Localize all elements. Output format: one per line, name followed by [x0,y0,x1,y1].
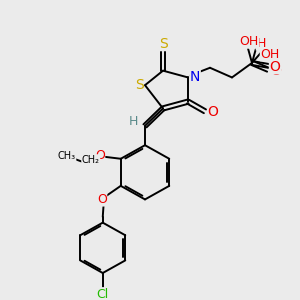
Text: O: O [208,105,218,119]
Text: O: O [95,149,105,162]
Text: N: N [190,70,200,84]
Text: OH: OH [260,48,280,61]
Text: OH: OH [239,35,259,48]
Text: CH₃: CH₃ [58,151,76,161]
Text: S: S [135,78,143,92]
Text: H: H [128,116,138,128]
Text: Cl: Cl [97,288,109,300]
Text: H: H [256,37,266,50]
Text: O: O [270,60,280,74]
Text: O: O [97,193,107,206]
Text: O: O [271,64,281,78]
Text: CH₂: CH₂ [82,155,100,165]
Text: S: S [159,37,167,51]
